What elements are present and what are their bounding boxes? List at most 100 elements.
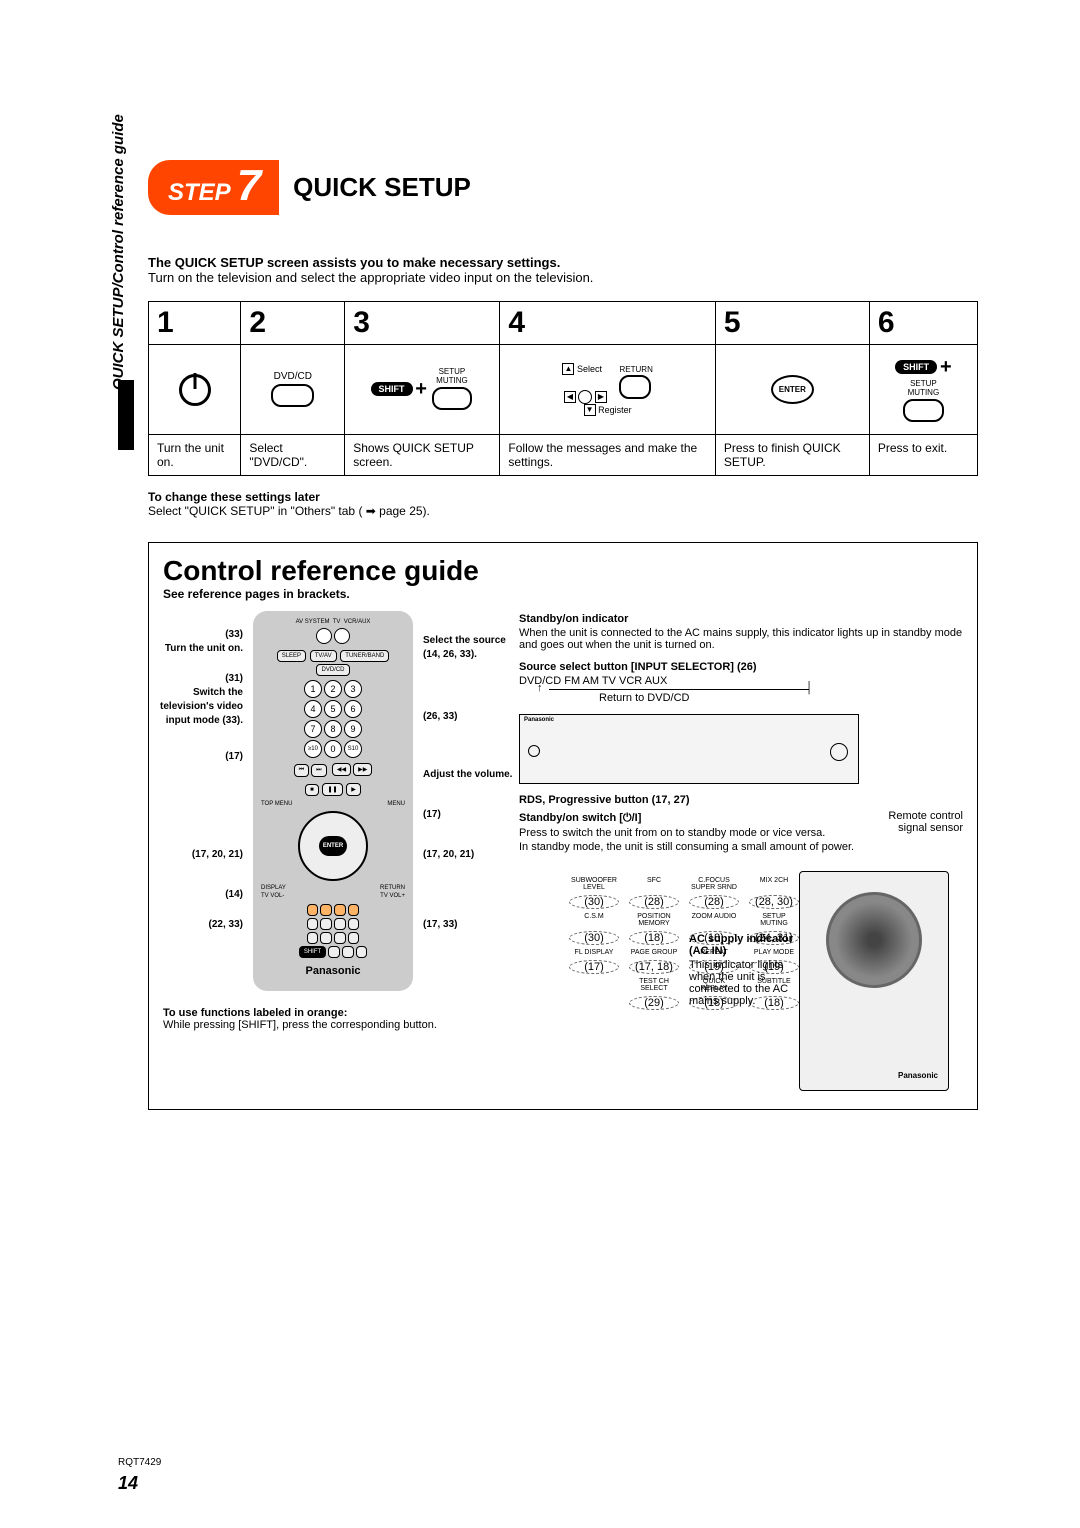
play-icon: ▶ <box>346 783 361 796</box>
remote-image: AV SYSTEM TV VCR/AUX SLEEP TV/AV TUNER/B… <box>253 611 413 991</box>
pg-l-9: PAGE GROUP <box>629 949 679 956</box>
steps-table: 1 2 3 4 5 6 DVD/CD SHIFT + SETUP MUTING <box>148 301 978 476</box>
crg-subtitle: See reference pages in brackets. <box>163 587 963 601</box>
ref-22-33: (22, 33) <box>163 919 243 930</box>
intro-text: Turn on the television and select the ap… <box>148 270 980 285</box>
ref-turn-on: Turn the unit on. <box>145 643 243 654</box>
pause-icon: ❚❚ <box>322 783 342 796</box>
standby-heading: Standby/on indicator <box>519 613 963 625</box>
remote-enter: ENTER <box>319 836 347 856</box>
remote-brand: Panasonic <box>261 965 405 977</box>
speaker-brand: Panasonic <box>898 1071 938 1080</box>
dvd-cd-label: DVD/CD <box>249 371 336 382</box>
remote-bottom-grid: SHIFT <box>261 903 405 959</box>
ref-tv-video: television's video <box>145 701 243 712</box>
step-2-icon-cell: DVD/CD <box>241 345 345 435</box>
switch-heading: Standby/on switch [⏻/I] <box>519 812 863 825</box>
shift-badge: SHIFT <box>371 382 413 396</box>
pg-l-13: TEST CH SELECT <box>629 978 679 992</box>
ref-14-26-33: (14, 26, 33). <box>423 649 477 660</box>
up-icon: ▲ <box>562 363 574 375</box>
pg-8: (17) <box>569 960 619 974</box>
pg-l-12 <box>569 978 619 992</box>
ref-17-20-21: (17, 20, 21) <box>163 849 243 860</box>
change-note-bold: To change these settings later <box>148 490 320 504</box>
step-6-num: 6 <box>869 302 977 345</box>
ref-33: (33) <box>163 629 243 640</box>
rt4: TV/AV <box>310 650 337 662</box>
crg-content: (33) Turn the unit on. (31) Switch the t… <box>163 611 963 1091</box>
ac-heading: AC supply indicator (AC IN) <box>689 933 799 957</box>
ref-input-mode: input mode (33). <box>145 715 243 726</box>
step-1-desc: Turn the unit on. <box>149 435 241 476</box>
ref-14: (14) <box>163 889 243 900</box>
enter-button: ENTER <box>771 375 814 404</box>
intro-bold: The QUICK SETUP screen assists you to ma… <box>148 255 980 270</box>
step-3-num: 3 <box>345 302 500 345</box>
pg-l-0: SUBWOOFER LEVEL <box>569 877 619 891</box>
ok-icon <box>578 390 592 404</box>
remote-transport: ⏮⏭ ◀◀▶▶ <box>261 762 405 778</box>
dvd-cd-button <box>271 384 314 407</box>
rt1: TV <box>333 619 341 625</box>
rm0: TOP MENU <box>261 801 292 807</box>
ref-switch: Switch the <box>163 687 243 698</box>
return-label: RETURN <box>620 365 653 374</box>
step-badge: STEP 7 <box>148 160 279 215</box>
step-4-num: 4 <box>500 302 716 345</box>
step-1-num: 1 <box>149 302 241 345</box>
step-4-desc: Follow the messages and make the setting… <box>500 435 716 476</box>
pg-12 <box>569 996 619 1010</box>
main-unit-diagram: Panasonic <box>519 714 859 784</box>
page-content: STEP 7 QUICK SETUP The QUICK SETUP scree… <box>98 160 980 1110</box>
rt5: TUNER/BAND <box>340 650 389 662</box>
remote-dpad: ENTER <box>298 811 368 881</box>
right-icon: ▶ <box>595 391 607 403</box>
setup-button-2 <box>903 399 943 422</box>
step-5-desc: Press to finish QUICK SETUP. <box>715 435 869 476</box>
rm6: TV VOL- <box>261 893 284 899</box>
rds-heading: RDS, Progressive button (17, 27) <box>519 794 963 806</box>
plus-icon: + <box>415 378 427 400</box>
plus-icon-2: + <box>940 356 952 378</box>
control-ref-box: Control reference guide See reference pa… <box>148 542 978 1110</box>
left-icon: ◀ <box>564 391 576 403</box>
ref-17-20-21b: (17, 20, 21) <box>423 849 474 860</box>
switch-text1: Press to switch the unit from on to stan… <box>519 827 863 839</box>
remote-numpad: 123 456 789 ≥100S10 <box>261 680 405 758</box>
down-icon: ▼ <box>584 404 596 416</box>
orange-note-bold: To use functions labeled in orange: <box>163 1007 347 1019</box>
ref-17-33: (17, 33) <box>423 919 457 930</box>
pg-l-4: C.S.M <box>569 913 619 927</box>
change-note-text: Select "QUICK SETUP" in "Others" tab ( ➡… <box>148 504 430 518</box>
page-refs-grid: SUBWOOFER LEVEL SFC C.FOCUS SUPER SRND M… <box>569 877 689 1010</box>
step-6-icon-cell: SHIFT + SETUP MUTING <box>869 345 977 435</box>
standby-text: When the unit is connected to the AC mai… <box>519 627 963 651</box>
remote-sensor-label: Remote control signal sensor <box>873 810 963 855</box>
register-label: Register <box>598 405 632 415</box>
step-label: STEP <box>168 179 231 207</box>
muting-label-2: MUTING <box>908 388 940 397</box>
step-1-icon-cell <box>149 345 241 435</box>
ref-17b: (17) <box>423 809 441 820</box>
source-heading: Source select button [INPUT SELECTOR] (2… <box>519 661 963 673</box>
setup-label-2: SETUP <box>910 379 937 388</box>
ref-adjust-vol: Adjust the volume. <box>423 769 512 780</box>
pg-l-1: SFC <box>629 877 679 891</box>
pg-5: (18) <box>629 931 679 945</box>
remote-top-row: AV SYSTEM TV VCR/AUX <box>261 619 405 625</box>
step-2-num: 2 <box>241 302 345 345</box>
shift-btn: SHIFT <box>299 946 326 958</box>
crg-title: Control reference guide <box>163 555 963 587</box>
rm1: MENU <box>387 801 405 807</box>
step-3-icon-cell: SHIFT + SETUP MUTING <box>345 345 500 435</box>
power-icon <box>179 374 211 406</box>
step-3-desc: Shows QUICK SETUP screen. <box>345 435 500 476</box>
step-title: QUICK SETUP <box>293 172 471 203</box>
rm5: RETURN <box>380 885 405 891</box>
remote-column: (33) Turn the unit on. (31) Switch the t… <box>163 611 503 1091</box>
ac-text: This indicator lights when the unit is c… <box>689 959 799 1007</box>
rt6: DVD/CD <box>316 664 349 676</box>
remote-tv-power-icon <box>334 628 350 644</box>
setup-label: SETUP <box>439 367 466 376</box>
